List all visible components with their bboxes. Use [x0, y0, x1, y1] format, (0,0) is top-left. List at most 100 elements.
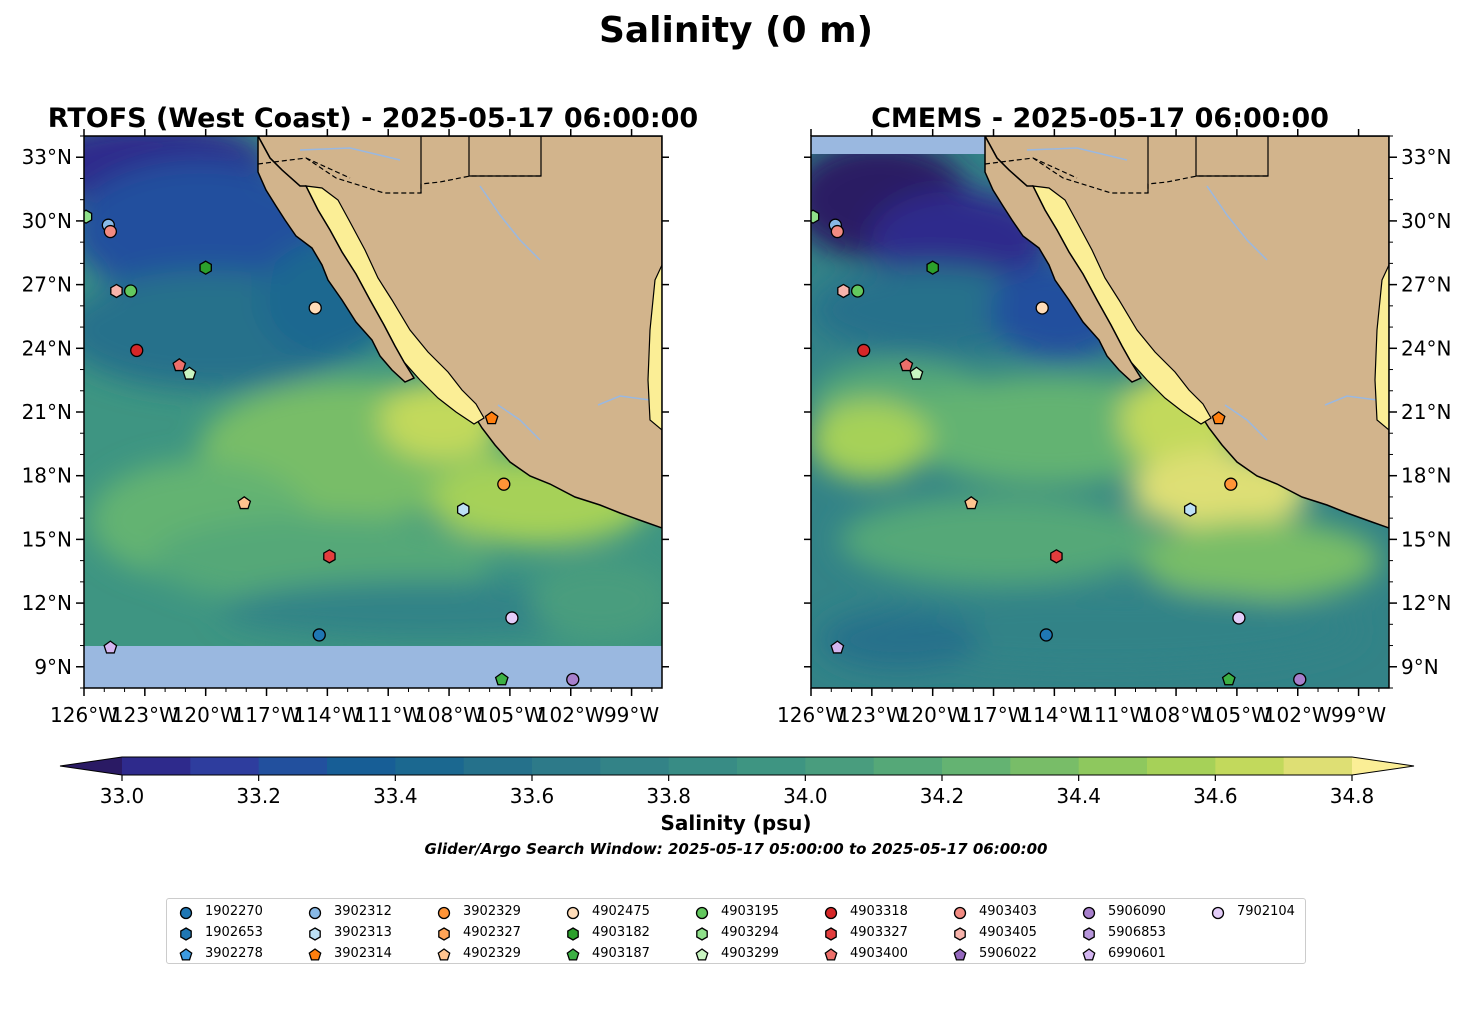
legend-symbol — [1082, 906, 1096, 920]
legend-label: 4903405 — [979, 925, 1037, 940]
float-marker-6990601 — [103, 640, 118, 654]
float-marker-3902313 — [456, 502, 470, 517]
legend-label: 5906022 — [979, 946, 1037, 961]
legend-marker-circle — [824, 906, 838, 920]
float-marker-4903187 — [494, 672, 509, 686]
lat-tick-label: 27°N — [1401, 273, 1451, 297]
legend-label: 4903294 — [721, 925, 779, 940]
colorbar-tick-label: 33.2 — [236, 784, 281, 808]
colorbar-segment — [258, 757, 328, 775]
float-marker-5906090 — [1293, 672, 1307, 687]
legend-marker-pentagon — [566, 948, 580, 961]
float-marker-4903187 — [1221, 672, 1236, 686]
legend-symbol — [1211, 906, 1225, 920]
search-window-text: Glider/Argo Search Window: 2025-05-17 05… — [425, 840, 1048, 858]
legend-symbol — [308, 948, 322, 961]
legend-marker-hexagon — [567, 927, 579, 941]
legend-marker-circle — [566, 906, 580, 920]
legend-marker-circle — [179, 906, 193, 920]
lon-tick-label: 114°W — [293, 703, 361, 727]
legend-symbol — [566, 906, 580, 920]
colorbar-segment — [395, 757, 465, 775]
legend-label: 3902329 — [463, 904, 521, 919]
float-marker-4903299 — [909, 366, 924, 380]
lat-tick-label: 27°N — [22, 273, 72, 297]
legend-label: 4903187 — [592, 946, 650, 961]
legend-symbol — [695, 948, 709, 961]
legend-symbol — [953, 906, 967, 920]
legend-symbol — [825, 927, 837, 941]
lon-tick-label: 126°W — [777, 703, 845, 727]
lat-tick-label: 21°N — [22, 400, 72, 424]
lon-tick-label: 123°W — [838, 703, 906, 727]
lat-tick-label: 24°N — [1401, 336, 1451, 360]
legend-symbol — [954, 927, 966, 941]
figure-suptitle: Salinity (0 m) — [599, 10, 873, 51]
legend-marker-hexagon — [438, 927, 450, 941]
east-coast-sliver-cmems — [1374, 264, 1389, 431]
map-axes-rtofs: 126°W123°W120°W117°W114°W111°W108°W105°W… — [22, 129, 669, 727]
legend-marker-hexagon — [1083, 927, 1095, 941]
lat-tick-label: 9°N — [1401, 655, 1439, 679]
lat-tick-label: 15°N — [22, 527, 72, 551]
colorbar-tick-label: 34.0 — [783, 784, 828, 808]
legend-marker-circle — [1082, 906, 1096, 920]
lon-tick-label: 114°W — [1020, 703, 1088, 727]
colorbar-tick-label: 34.6 — [1193, 784, 1238, 808]
legend-symbol — [308, 906, 322, 920]
float-marker-4903294 — [811, 209, 820, 224]
legend-label: 4903400 — [850, 946, 908, 961]
lat-tick-label: 18°N — [22, 464, 72, 488]
panel-title-rtofs: RTOFS (West Coast) - 2025-05-17 06:00:00 — [48, 103, 698, 134]
lat-tick-label: 33°N — [1401, 145, 1451, 169]
colorbar-tick-label: 33.6 — [510, 784, 555, 808]
float-marker-7902104 — [505, 611, 519, 625]
salinity-field-cmems — [811, 140, 1380, 670]
float-marker-4903405 — [837, 283, 850, 299]
legend-symbol — [566, 948, 580, 961]
float-marker-4902475 — [1035, 301, 1049, 315]
legend-label: 3902313 — [334, 925, 392, 940]
legend-marker-pentagon — [437, 948, 451, 961]
lon-tick-label: 120°W — [172, 703, 240, 727]
float-marker-1902270 — [1039, 628, 1053, 642]
lon-tick-label: 105°W — [476, 703, 544, 727]
float-marker-5906090 — [566, 672, 580, 687]
legend-label: 3902312 — [334, 904, 392, 919]
lat-tick-label: 12°N — [1401, 591, 1451, 615]
float-marker-4903318 — [857, 343, 871, 358]
legend-label: 4902329 — [463, 946, 521, 961]
float-marker-4902329 — [964, 495, 979, 510]
float-marker-6990601 — [830, 640, 845, 654]
legend-label: 6990601 — [1108, 946, 1166, 961]
legend-label: 4903182 — [592, 925, 650, 940]
lon-tick-label: 117°W — [960, 703, 1028, 727]
state-line-rtofs — [420, 136, 542, 193]
float-marker-4903182 — [199, 260, 212, 275]
float-marker-1902270 — [312, 628, 326, 642]
colorbar-segment — [327, 757, 396, 775]
legend-marker-pentagon — [179, 948, 193, 961]
legend-symbol — [953, 948, 967, 961]
lon-tick-label: 126°W — [50, 703, 118, 727]
lon-tick-label: 117°W — [233, 703, 301, 727]
colorbar-segment — [1010, 757, 1080, 775]
legend-symbol — [309, 927, 321, 941]
lon-tick-label: 108°W — [1142, 703, 1210, 727]
colorbar-segment — [190, 757, 260, 775]
float-marker-4903405 — [110, 283, 123, 299]
colorbar-segment — [463, 757, 533, 775]
lon-tick-label: 105°W — [1203, 703, 1271, 727]
colorbar-tick-label: 34.4 — [1056, 784, 1101, 808]
legend-symbol — [179, 948, 193, 961]
lon-tick-label: 99°W — [1331, 703, 1386, 727]
legend-marker-pentagon — [695, 948, 709, 961]
legend-symbol — [437, 906, 451, 920]
legend-marker-circle — [1211, 906, 1225, 920]
lat-tick-label: 21°N — [1401, 400, 1451, 424]
float-marker-3902313 — [1183, 502, 1197, 517]
float-marker-4903318 — [130, 343, 144, 358]
float-markers-rtofs — [84, 209, 580, 687]
legend-symbol — [824, 948, 838, 961]
legend-marker-hexagon — [696, 927, 708, 941]
